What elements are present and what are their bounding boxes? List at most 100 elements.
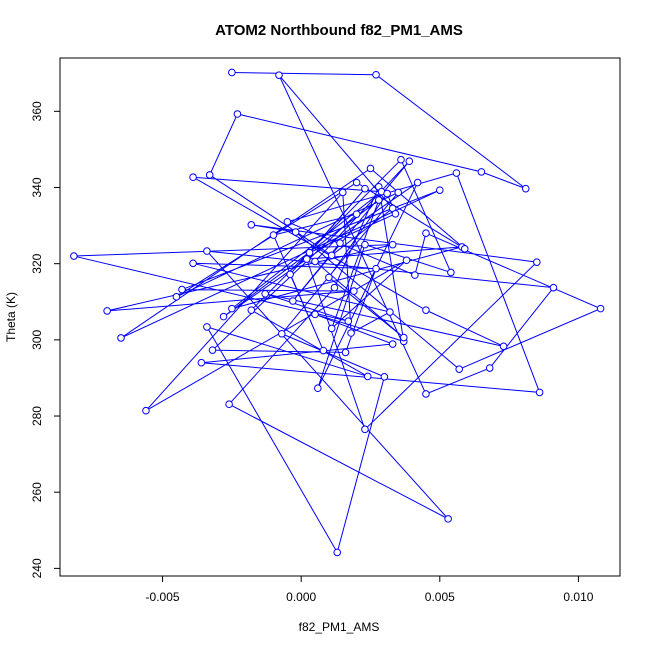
data-point [247, 221, 256, 229]
data-point [117, 334, 125, 342]
data-point [178, 285, 186, 294]
data-point [275, 71, 283, 79]
data-point [302, 255, 311, 263]
series-layer [70, 68, 605, 557]
data-point [422, 390, 430, 398]
data-point [291, 228, 300, 236]
data-point [189, 259, 197, 268]
data-point [372, 70, 380, 79]
data-point [452, 169, 461, 177]
data-point [311, 310, 319, 319]
chart-title: ATOM2 Northbound f82_PM1_AMS [215, 22, 463, 39]
data-point [596, 304, 605, 313]
data-point [402, 256, 411, 265]
data-point [391, 209, 400, 218]
data-point [314, 384, 322, 393]
data-point [344, 317, 353, 325]
y-tick-label: 300 [30, 330, 44, 350]
data-point [233, 110, 242, 118]
data-point [361, 240, 369, 249]
data-point [305, 248, 314, 257]
data-point [422, 306, 430, 314]
data-point [289, 297, 297, 305]
data-point [219, 312, 228, 321]
data-point [203, 247, 211, 255]
x-tick-label: 0.005 [425, 590, 455, 604]
data-point [330, 283, 339, 292]
y-tick-label: 340 [30, 177, 44, 197]
data-point [205, 171, 214, 179]
data-point [347, 329, 355, 337]
data-point [283, 217, 292, 226]
data-point [338, 188, 347, 197]
data-point [388, 240, 397, 249]
data-point [142, 406, 150, 415]
data-point [380, 372, 389, 381]
data-point [388, 340, 397, 348]
data-point [375, 196, 383, 204]
data-point [352, 210, 361, 218]
data-point [499, 342, 508, 351]
data-point [394, 188, 403, 197]
data-point [103, 307, 111, 315]
data-point [411, 271, 419, 279]
data-point [269, 231, 278, 239]
data-point [350, 287, 358, 295]
data-point [397, 155, 405, 164]
data-point [372, 264, 380, 273]
data-point [436, 186, 444, 194]
data-point [361, 425, 369, 434]
data-point [228, 304, 236, 313]
x-tick-label: 0.010 [563, 590, 593, 604]
data-point [399, 333, 408, 342]
data-point [277, 329, 286, 338]
y-tick-label: 320 [30, 253, 44, 273]
y-tick-label: 360 [30, 101, 44, 121]
y-axis-label: Theta (K) [4, 292, 18, 342]
data-point [477, 168, 486, 176]
data-point [533, 258, 541, 266]
data-point [208, 346, 217, 354]
x-tick-label: 0.000 [286, 590, 316, 604]
data-point [286, 270, 294, 279]
y-axis: 240 260 280 300 320 340 360 [30, 101, 61, 578]
data-point [225, 400, 233, 409]
x-tick-label: -0.005 [146, 590, 180, 604]
data-point [366, 164, 375, 173]
data-point [521, 184, 530, 193]
x-axis-label: f82_PM1_AMS [299, 620, 380, 634]
data-point [325, 273, 333, 282]
data-point [361, 184, 369, 193]
data-point [549, 283, 558, 292]
data-point [535, 388, 544, 397]
data-point [405, 157, 414, 166]
data-point [172, 293, 181, 301]
data-point [327, 251, 336, 260]
x-axis: -0.005 0.000 0.005 0.010 [146, 575, 594, 604]
data-point [422, 229, 430, 238]
data-point [247, 306, 256, 314]
data-point [455, 365, 464, 373]
data-point [327, 324, 336, 333]
data-point [444, 515, 452, 523]
data-point [336, 239, 344, 247]
data-point [485, 364, 494, 372]
data-point [70, 252, 78, 260]
data-point [352, 178, 361, 187]
data-point [261, 289, 269, 298]
data-point [228, 68, 236, 77]
y-tick-label: 260 [30, 482, 44, 502]
data-point [197, 358, 206, 367]
data-point [319, 346, 328, 355]
data-point [460, 245, 469, 253]
data-point [413, 178, 422, 187]
data-point [311, 257, 319, 266]
data-point [203, 323, 211, 331]
data-point [447, 268, 455, 277]
data-point [341, 348, 350, 357]
data-point [383, 189, 391, 198]
y-tick-label: 240 [30, 558, 44, 578]
data-point [363, 372, 372, 381]
